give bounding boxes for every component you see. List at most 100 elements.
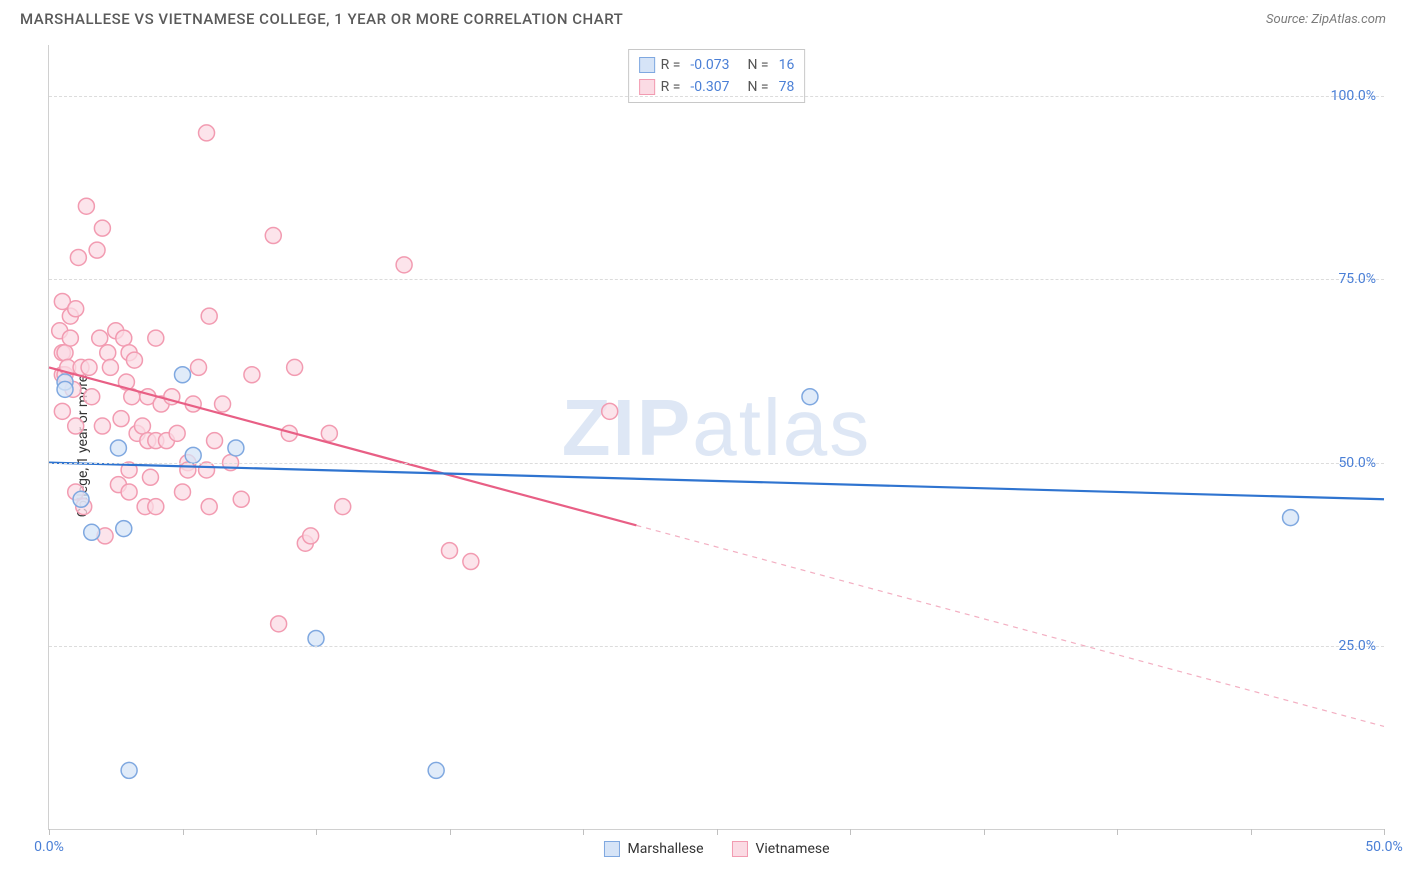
data-point-vietnamese — [113, 411, 129, 427]
data-point-vietnamese — [233, 491, 249, 507]
data-point-vietnamese — [199, 462, 215, 478]
data-point-vietnamese — [244, 367, 260, 383]
data-point-vietnamese — [303, 528, 319, 544]
trend-line-marshallese — [49, 463, 1384, 500]
data-point-vietnamese — [121, 484, 137, 500]
data-point-vietnamese — [89, 242, 105, 258]
legend-label-vietnamese: Vietnamese — [755, 841, 829, 857]
data-point-vietnamese — [175, 484, 191, 500]
x-tick — [717, 829, 718, 835]
data-point-vietnamese — [68, 418, 84, 434]
n-label: N = — [747, 76, 768, 98]
data-point-vietnamese — [84, 389, 100, 405]
data-point-marshallese — [73, 491, 89, 507]
r-label: R = — [661, 54, 681, 76]
gridline — [49, 463, 1384, 464]
r-value-vietnamese: -0.307 — [690, 76, 729, 98]
x-tick — [850, 829, 851, 835]
data-point-vietnamese — [215, 396, 231, 412]
x-tick — [1117, 829, 1118, 835]
swatch-vietnamese — [731, 841, 747, 857]
data-point-vietnamese — [116, 330, 132, 346]
scatter-plot-svg — [49, 45, 1384, 829]
legend-item-vietnamese: Vietnamese — [731, 841, 829, 857]
data-point-vietnamese — [180, 462, 196, 478]
data-point-vietnamese — [94, 220, 110, 236]
swatch-marshallese — [603, 841, 619, 857]
x-tick — [450, 829, 451, 835]
data-point-vietnamese — [199, 125, 215, 141]
data-point-vietnamese — [207, 433, 223, 449]
data-point-vietnamese — [321, 425, 337, 441]
data-point-marshallese — [57, 381, 73, 397]
source-attribution: Source: ZipAtlas.com — [1266, 12, 1386, 27]
data-point-vietnamese — [126, 352, 142, 368]
gridline — [49, 96, 1384, 97]
y-tick-label: 100.0% — [1331, 88, 1376, 104]
data-point-vietnamese — [201, 308, 217, 324]
data-point-vietnamese — [54, 403, 70, 419]
data-point-vietnamese — [396, 257, 412, 273]
data-point-vietnamese — [70, 249, 86, 265]
data-point-vietnamese — [78, 198, 94, 214]
x-tick-label: 50.0% — [1365, 839, 1403, 855]
data-point-vietnamese — [191, 359, 207, 375]
x-tick — [1384, 829, 1385, 835]
gridline — [49, 279, 1384, 280]
swatch-marshallese — [639, 57, 655, 73]
legend-label-marshallese: Marshallese — [627, 841, 703, 857]
data-point-marshallese — [175, 367, 191, 383]
data-point-vietnamese — [134, 418, 150, 434]
data-point-marshallese — [84, 524, 100, 540]
n-value-vietnamese: 78 — [779, 76, 795, 98]
data-point-vietnamese — [81, 359, 97, 375]
data-point-vietnamese — [68, 301, 84, 317]
chart-title: MARSHALLESE VS VIETNAMESE COLLEGE, 1 YEA… — [20, 10, 623, 28]
y-tick-label: 25.0% — [1338, 638, 1376, 654]
data-point-vietnamese — [602, 403, 618, 419]
data-point-vietnamese — [148, 499, 164, 515]
data-point-vietnamese — [142, 469, 158, 485]
data-point-vietnamese — [442, 543, 458, 559]
trend-line-dashed-vietnamese — [636, 525, 1384, 726]
x-tick — [1251, 829, 1252, 835]
x-tick — [183, 829, 184, 835]
x-tick-label: 0.0% — [34, 839, 64, 855]
series-legend: Marshallese Vietnamese — [603, 841, 829, 857]
x-tick — [583, 829, 584, 835]
data-point-marshallese — [428, 762, 444, 778]
data-point-vietnamese — [287, 359, 303, 375]
x-tick — [984, 829, 985, 835]
data-point-vietnamese — [169, 425, 185, 441]
data-point-vietnamese — [62, 330, 78, 346]
x-tick — [316, 829, 317, 835]
x-tick — [49, 829, 50, 835]
data-point-vietnamese — [271, 616, 287, 632]
r-value-marshallese: -0.073 — [690, 54, 729, 76]
data-point-vietnamese — [335, 499, 351, 515]
correlation-legend: R = -0.073 N = 16 R = -0.307 N = 78 — [628, 49, 806, 103]
data-point-vietnamese — [100, 345, 116, 361]
data-point-marshallese — [110, 440, 126, 456]
n-value-marshallese: 16 — [779, 54, 795, 76]
r-label: R = — [661, 76, 681, 98]
data-point-marshallese — [802, 389, 818, 405]
data-point-vietnamese — [148, 330, 164, 346]
legend-row-vietnamese: R = -0.307 N = 78 — [639, 76, 795, 98]
data-point-marshallese — [121, 762, 137, 778]
y-tick-label: 75.0% — [1338, 271, 1376, 287]
data-point-vietnamese — [57, 345, 73, 361]
data-point-marshallese — [116, 521, 132, 537]
data-point-vietnamese — [265, 228, 281, 244]
data-point-vietnamese — [92, 330, 108, 346]
data-point-vietnamese — [102, 359, 118, 375]
data-point-marshallese — [1283, 510, 1299, 526]
data-point-marshallese — [308, 630, 324, 646]
n-label: N = — [747, 54, 768, 76]
gridline — [49, 646, 1384, 647]
y-tick-label: 50.0% — [1338, 455, 1376, 471]
data-point-vietnamese — [463, 554, 479, 570]
swatch-vietnamese — [639, 79, 655, 95]
chart-plot-area: ZIPatlas R = -0.073 N = 16 R = -0.307 N … — [48, 45, 1384, 830]
legend-item-marshallese: Marshallese — [603, 841, 703, 857]
